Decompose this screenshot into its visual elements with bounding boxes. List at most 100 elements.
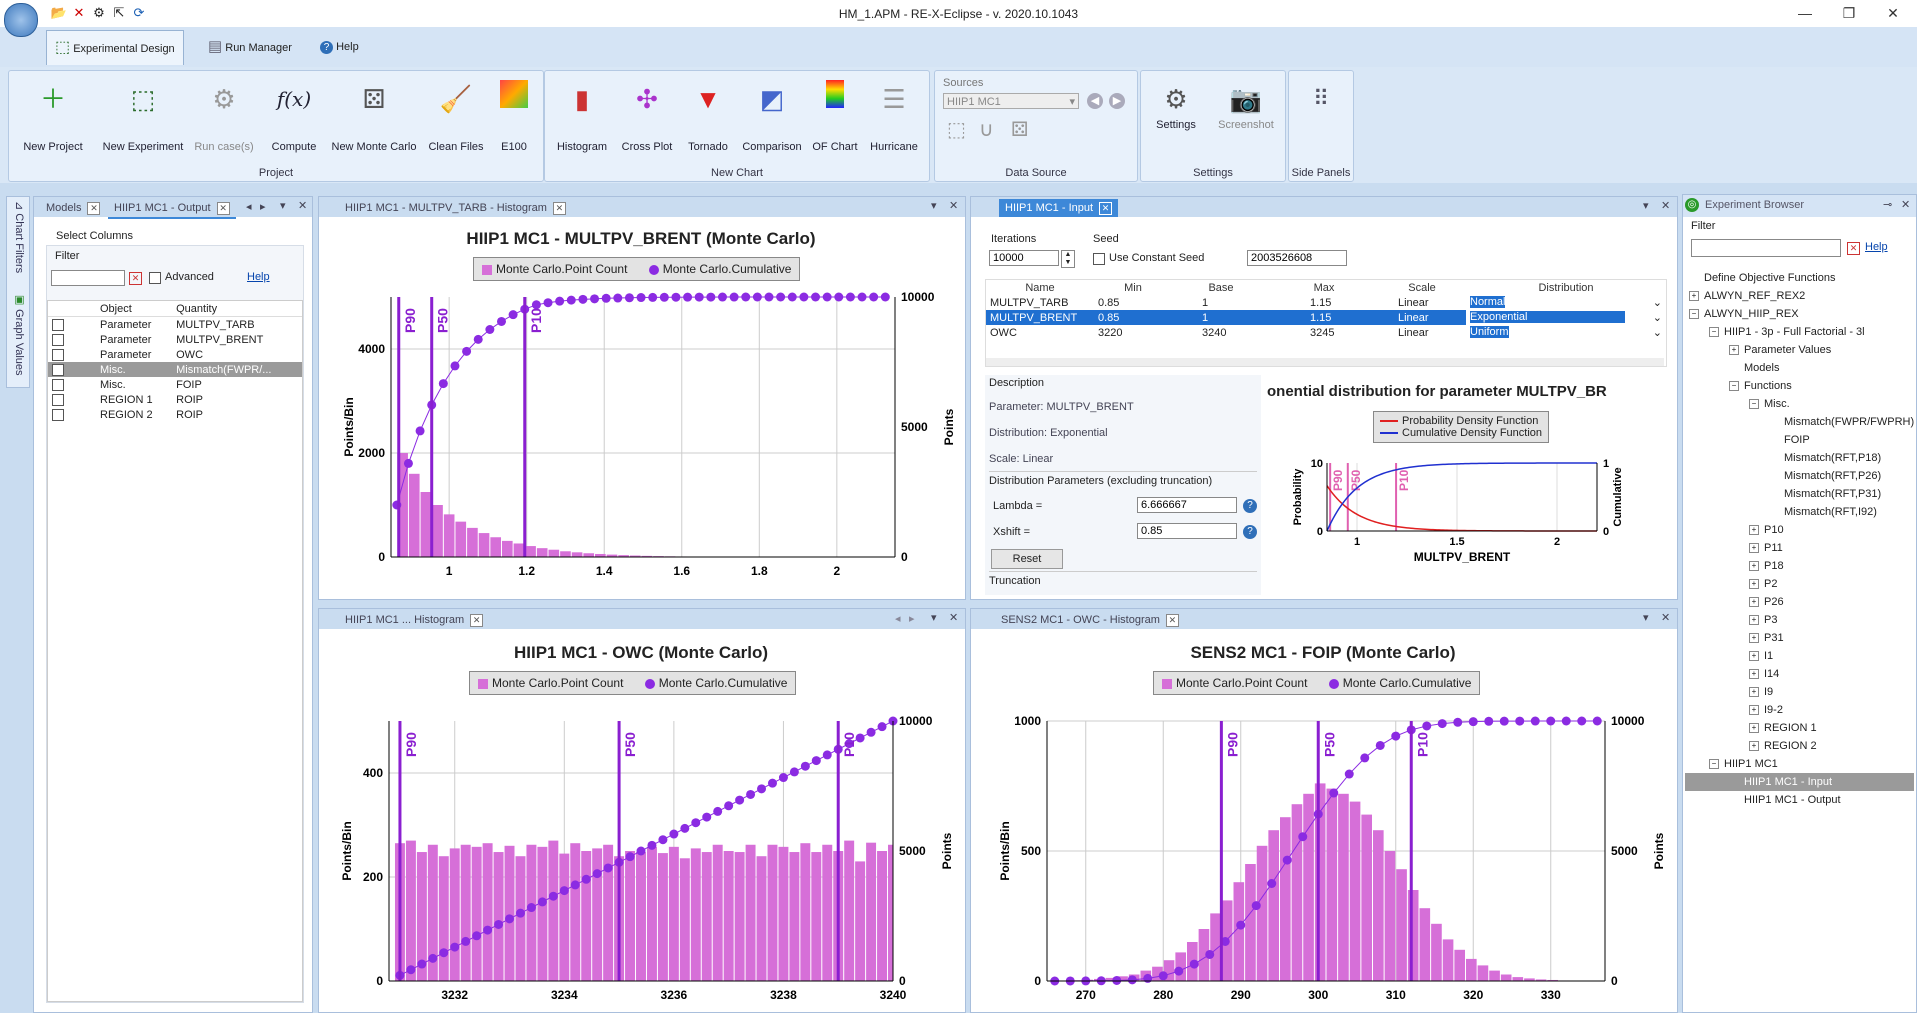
table-row[interactable]: MULTPV_BRENT 0.85 1 1.15 Linear Exponential ⌄: [986, 310, 1666, 325]
distribution-select[interactable]: Normal ⌄: [1470, 296, 1662, 309]
close-icon[interactable]: ✕: [470, 614, 484, 627]
iterations-input[interactable]: [989, 250, 1059, 266]
browser-help-link[interactable]: Help: [1865, 241, 1888, 253]
clear-filter-icon[interactable]: ✕: [1847, 242, 1860, 255]
close-icon[interactable]: ✕: [1165, 614, 1179, 627]
restore-icon[interactable]: ❐: [1842, 5, 1856, 21]
advanced-checkbox[interactable]: [149, 272, 161, 284]
expand-icon[interactable]: +: [1749, 723, 1759, 734]
tab-output[interactable]: HIIP1 MC1 - Output ✕: [108, 199, 236, 219]
forward-icon[interactable]: ▶: [1109, 93, 1125, 109]
tree-item[interactable]: + P18: [1685, 557, 1914, 575]
close-panel-icon[interactable]: ✕: [1661, 200, 1671, 212]
tab-help[interactable]: ? Help: [312, 30, 367, 64]
magnet-icon[interactable]: ∪: [979, 119, 994, 141]
minimize-icon[interactable]: —: [1798, 5, 1812, 21]
expand-icon[interactable]: +: [1689, 291, 1699, 302]
lambda-input[interactable]: [1137, 497, 1237, 513]
tree-item[interactable]: + P10: [1685, 521, 1914, 539]
tree-item[interactable]: − Functions: [1685, 377, 1914, 395]
tree-item[interactable]: +Models: [1685, 359, 1914, 377]
tab-chart-2[interactable]: HIIP1 MC1 ... Histogram ✕: [339, 611, 489, 629]
tree-item[interactable]: +Define Objective Functions: [1685, 269, 1914, 287]
expand-icon[interactable]: +: [1749, 687, 1759, 698]
new-experiment-button[interactable]: ⬚ New Experiment: [95, 79, 191, 153]
expand-icon[interactable]: +: [1749, 615, 1759, 626]
expand-icon[interactable]: +: [1749, 705, 1759, 716]
table-row[interactable]: MULTPV_TARB 0.85 1 1.15 Linear Normal ⌄: [986, 295, 1666, 310]
expand-icon[interactable]: +: [1749, 651, 1759, 662]
comparison-button[interactable]: ◩ Comparison: [737, 79, 807, 153]
row-checkbox[interactable]: [52, 363, 64, 376]
tree-item[interactable]: +FOIP: [1685, 431, 1914, 449]
cross-plot-button[interactable]: ✣ Cross Plot: [615, 79, 679, 153]
table-row[interactable]: Parameter MULTPV_TARB: [48, 317, 302, 333]
expand-icon[interactable]: +: [1749, 525, 1759, 536]
scroll-right-icon[interactable]: ▸: [909, 613, 915, 625]
cube-grey-icon[interactable]: ⬚: [947, 119, 966, 141]
filter-input[interactable]: [51, 270, 125, 286]
close-panel-icon[interactable]: ✕: [949, 200, 959, 212]
tree-item[interactable]: − HIIP1 MC1: [1685, 755, 1914, 773]
close-panel-icon[interactable]: ✕: [1661, 612, 1671, 624]
gear-icon[interactable]: ⚙: [93, 5, 105, 20]
table-row[interactable]: REGION 2 ROIP: [48, 407, 302, 422]
open-folder-icon[interactable]: 📂: [50, 5, 68, 20]
tab-input[interactable]: HIIP1 MC1 - Input ✕: [999, 199, 1119, 217]
help-icon[interactable]: ?: [1243, 499, 1257, 513]
close-icon[interactable]: ✕: [1099, 202, 1113, 215]
row-checkbox[interactable]: [52, 333, 64, 346]
new-project-button[interactable]: ＋ New Project: [11, 79, 95, 153]
table-row[interactable]: Misc. FOIP: [48, 377, 302, 392]
menu-down-icon[interactable]: ▾: [280, 200, 286, 212]
tree-item[interactable]: +HIIP1 MC1 - Input: [1685, 773, 1914, 791]
chart-1-plot[interactable]: P90 P50 P10 1 1.2 1.4 1.6 1.8 2 0 2000 4000 0 5000 100…: [323, 219, 959, 595]
expand-icon[interactable]: +: [1749, 579, 1759, 590]
close-panel-icon[interactable]: ✕: [949, 612, 959, 624]
close-icon[interactable]: ✕: [216, 202, 230, 215]
seed-input[interactable]: [1247, 250, 1347, 266]
row-checkbox[interactable]: [52, 408, 64, 421]
horizontal-scrollbar[interactable]: [986, 358, 1664, 366]
scroll-left-icon[interactable]: ◂: [246, 201, 252, 213]
tab-experimental-design[interactable]: ⬚ Experimental Design: [46, 30, 184, 65]
tornado-button[interactable]: ▼ Tornado: [679, 79, 737, 153]
scroll-left-icon[interactable]: ◂: [895, 613, 901, 625]
of-chart-button[interactable]: OF Chart: [807, 79, 863, 153]
row-checkbox[interactable]: [52, 378, 64, 391]
tree-item[interactable]: + P2: [1685, 575, 1914, 593]
expand-icon[interactable]: +: [1749, 597, 1759, 608]
clear-filter-icon[interactable]: ✕: [129, 272, 142, 285]
tree-item[interactable]: + REGION 1: [1685, 719, 1914, 737]
tree-item[interactable]: + ALWYN_REF_REX2: [1685, 287, 1914, 305]
expand-icon[interactable]: +: [1749, 543, 1759, 554]
tree-item[interactable]: − Misc.: [1685, 395, 1914, 413]
expand-icon[interactable]: +: [1729, 345, 1739, 356]
compute-button[interactable]: f(x) Compute: [263, 79, 325, 153]
distribution-select[interactable]: Uniform ⌄: [1470, 326, 1662, 339]
row-checkbox[interactable]: [52, 348, 64, 361]
constant-seed-checkbox[interactable]: [1093, 253, 1105, 265]
run-cases-button[interactable]: ⚙ Run case(s): [191, 79, 257, 153]
menu-down-icon[interactable]: ▾: [931, 612, 937, 624]
tree-item[interactable]: + I1: [1685, 647, 1914, 665]
help-link[interactable]: Help: [247, 271, 270, 283]
side-tab-chart-filters[interactable]: ⊿ Chart Filters: [13, 201, 25, 274]
close-panel-icon[interactable]: ✕: [1901, 199, 1911, 211]
reset-button[interactable]: Reset: [991, 549, 1063, 569]
browser-filter-input[interactable]: [1691, 239, 1841, 257]
tree-item[interactable]: + I9: [1685, 683, 1914, 701]
menu-down-icon[interactable]: ▾: [1643, 612, 1649, 624]
tree-item[interactable]: − HIIP1 - 3p - Full Factorial - 3l: [1685, 323, 1914, 341]
tab-models[interactable]: Models ✕: [40, 199, 106, 217]
side-panels-button[interactable]: ⠿: [1293, 79, 1349, 119]
close-panel-icon[interactable]: ✕: [298, 200, 308, 212]
tree-item[interactable]: +Mismatch(FWPR/FWPRH): [1685, 413, 1914, 431]
tree-item[interactable]: +Mismatch(RFT,P18): [1685, 449, 1914, 467]
export-icon[interactable]: ⇱: [113, 5, 125, 20]
scroll-right-icon[interactable]: ▸: [260, 201, 266, 213]
expand-icon[interactable]: +: [1749, 669, 1759, 680]
tree-item[interactable]: + I9-2: [1685, 701, 1914, 719]
